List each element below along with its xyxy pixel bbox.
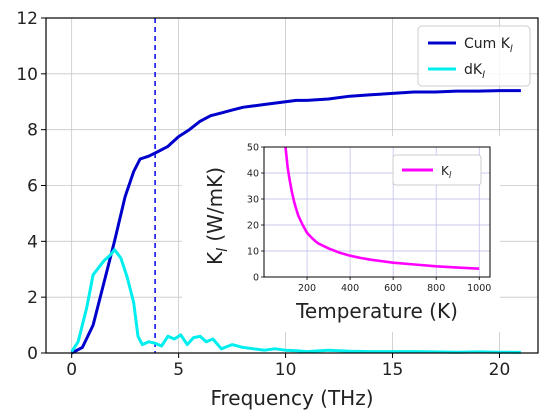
inset-y-tick-label: 50 [247,143,259,154]
legend-box [417,25,531,87]
inset-y-tick-label: 0 [253,273,259,284]
x-tick-label: 20 [489,360,511,380]
y-tick-label: 12 [16,9,38,29]
inset-y-axis-title: Kl (W/mK) [203,167,231,265]
legend-label: Cum Kl [464,36,513,55]
series-line-cum-k [71,89,521,355]
x-tick-label: 15 [382,360,404,380]
x-tick-label: 0 [66,360,77,380]
inset-ylabel-units: (W/mK) [203,167,227,248]
y-tick-label: 2 [27,288,38,308]
inset-y-tick-label: 30 [247,195,259,206]
legend-label: dKl [464,62,485,81]
inset-plot-area [284,146,480,270]
inset-y-tick-label: 40 [247,169,259,180]
inset-x-tick-label: 600 [384,283,402,294]
inset-x-axis-title: Temperature (K) [295,299,458,323]
inset-legend: Kl [392,154,482,186]
inset-series-line-k [284,146,480,270]
inset-y-tick-label: 10 [247,247,259,258]
inset-ylabel-symbol: K [203,251,227,265]
inset-frame [263,146,491,278]
y-tick-label: 10 [16,65,38,85]
inset-ticks: 200 400 600 800 1000 0 10 20 30 40 50 [247,143,491,295]
main-legend: Cum Kl dKl [417,25,531,87]
y-tick-label: 6 [27,177,38,197]
x-axis-title: Frequency (THz) [210,386,373,410]
inset-x-tick-label: 800 [427,283,445,294]
series-line-dk [70,248,521,354]
inset-chart: 200 400 600 800 1000 0 10 20 30 40 50 Temperature … [182,136,500,332]
main-plot-area [70,18,521,355]
y-tick-label: 8 [27,121,38,141]
inset-y-tick-label: 20 [247,221,259,232]
x-tick-label: 10 [275,360,297,380]
inset-legend-label: Kl [441,164,452,181]
inset-x-tick-label: 1000 [467,283,491,294]
inset-x-tick-label: 200 [298,283,316,294]
inset-ylabel-subscript: l [215,248,231,252]
x-tick-label: 5 [173,360,184,380]
inset-x-tick-label: 400 [341,283,359,294]
inset-legend-box [392,154,482,186]
y-tick-label: 4 [27,232,38,252]
y-tick-label: 0 [27,344,38,364]
